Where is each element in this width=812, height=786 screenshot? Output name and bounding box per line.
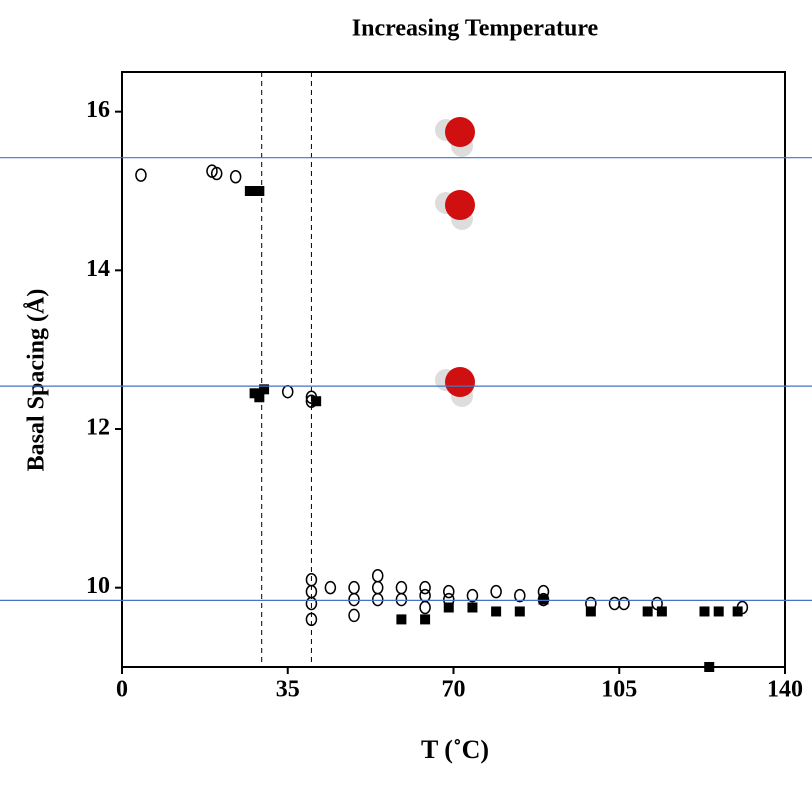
square-point [699,606,710,617]
y-tick-label: 10 [86,573,110,599]
y-tick-label: 12 [86,415,110,441]
chart-title: Increasing Temperature [352,16,599,42]
circle-point [466,588,479,603]
water-molecule [435,117,475,157]
circle-point [305,612,318,627]
square-point [732,606,743,617]
water-molecule [435,190,475,230]
square-point [311,396,322,407]
square-point [656,606,667,617]
circle-point [210,166,223,181]
square-point [704,662,715,672]
circle-point [371,580,384,595]
x-tick-label: 105 [601,677,637,703]
x-tick-label: 140 [767,677,803,703]
circle-point [395,580,408,595]
square-point [538,594,549,605]
x-tick-label: 35 [276,677,300,703]
circle-point [419,600,431,615]
square-point [642,606,653,617]
circle-point [305,596,318,611]
square-point [514,606,525,617]
square-point [254,392,265,403]
circle-point [514,588,526,603]
circle-point [371,592,384,607]
circle-point [618,596,630,611]
circle-point [135,168,147,182]
circle-point [282,384,294,399]
circle-point [419,580,431,595]
x-tick-label: 70 [442,677,466,703]
y-axis-label: Basal Spacing (Å) [24,289,50,472]
x-axis-label: T (˚C) [421,735,489,764]
water-molecule [435,367,475,407]
circle-point [229,169,242,184]
square-point [467,602,478,613]
circle-point [348,592,360,607]
square-point [420,614,431,625]
circle-point [324,580,337,595]
water-molecules [435,117,475,407]
circle-point [443,584,455,599]
y-tick-label: 16 [86,97,110,123]
square-point [443,602,454,613]
square-point [713,606,724,617]
square-point [585,606,596,617]
circle-point [371,569,384,583]
square-point [244,186,255,196]
x-tick-label: 0 [116,677,128,703]
circle-point [608,596,621,611]
circle-point [348,580,360,595]
circle-point [395,592,408,607]
square-point [491,606,502,617]
square-point [396,614,407,625]
circle-point [490,584,502,599]
y-tick-label: 14 [86,256,110,282]
square-point [259,384,270,395]
circle-point [348,608,360,623]
square-point [254,186,265,196]
